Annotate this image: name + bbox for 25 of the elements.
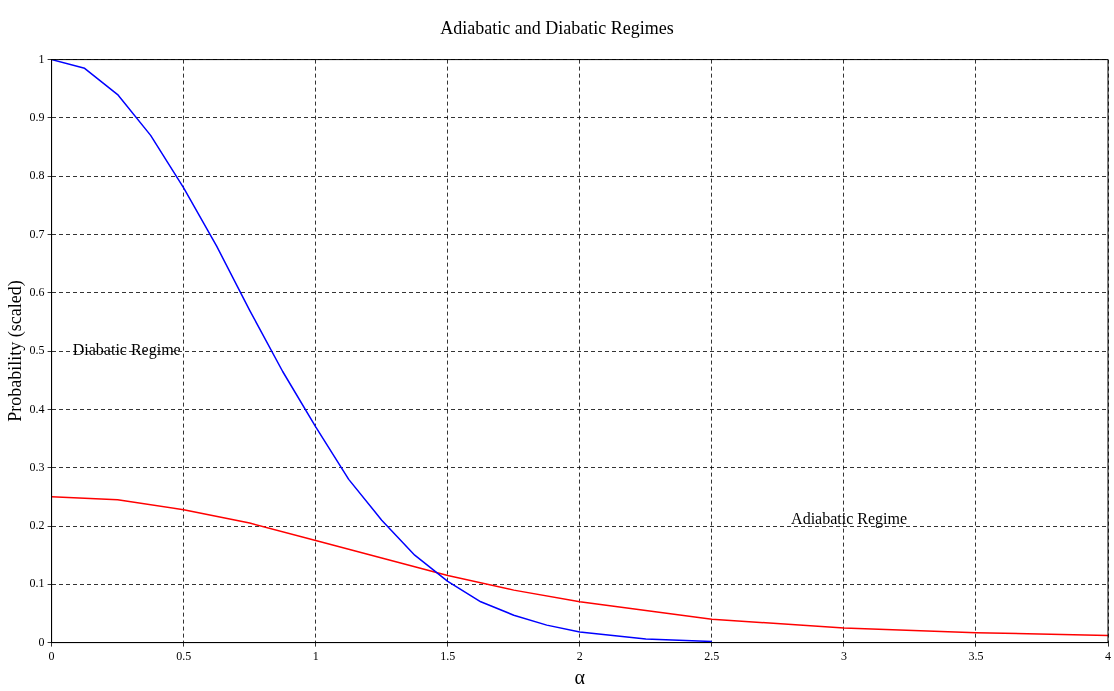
annotation: Diabatic Regime [72, 341, 181, 360]
y-tick-label: 0.2 [29, 518, 45, 533]
y-tick-label: 0.5 [29, 343, 45, 358]
x-tick-label: 1.5 [440, 648, 456, 663]
x-tick-label: 1 [312, 648, 319, 663]
annotation: Adiabatic Regime [791, 510, 908, 529]
y-tick-label: 0.7 [29, 226, 45, 241]
chart-title: Adiabatic and Diabatic Regimes [440, 17, 674, 38]
y-tick-label: 0 [38, 634, 45, 649]
x-tick-label: 0 [48, 648, 55, 663]
y-tick-label: 0.8 [29, 168, 45, 183]
y-tick-label: 0.9 [29, 110, 45, 125]
x-tick-label: 2 [576, 648, 583, 663]
y-tick-label: 0.1 [29, 576, 45, 591]
y-tick-label: 0.4 [29, 401, 45, 416]
x-tick-label: 4 [1105, 648, 1111, 663]
y-axis-title: Probability (scaled) [4, 280, 26, 422]
x-tick-label: 3 [840, 648, 847, 663]
y-tick-label: 1 [38, 51, 45, 66]
y-tick-label: 0.6 [29, 284, 45, 299]
x-tick-label: 3.5 [968, 648, 984, 663]
x-axis-title: α [574, 666, 586, 689]
y-tick-label: 0.3 [29, 459, 45, 474]
x-tick-label: 2.5 [704, 648, 720, 663]
x-tick-label: 0.5 [176, 648, 192, 663]
